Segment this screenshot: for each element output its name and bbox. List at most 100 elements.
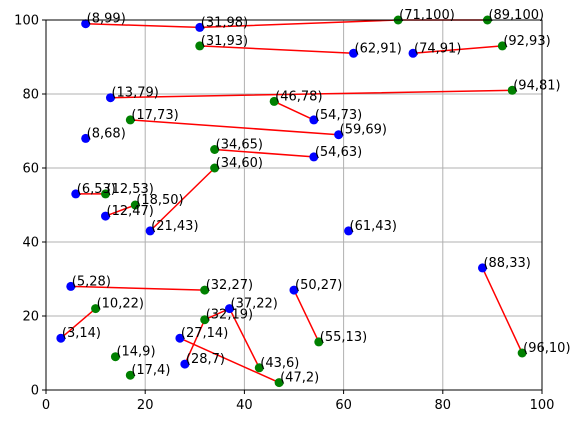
data-point-blue — [344, 226, 354, 236]
data-point-label: (8,68) — [87, 126, 126, 141]
y-tick-label: 60 — [22, 162, 39, 177]
data-point-label: (12,47) — [107, 204, 154, 219]
connector-line — [84, 22, 201, 29]
data-point-label: (55,13) — [320, 330, 367, 345]
data-point-green — [195, 41, 205, 51]
data-point-label: (12,53) — [107, 182, 154, 197]
data-point-label: (61,43) — [350, 219, 397, 234]
connector-line — [481, 267, 523, 354]
y-tick-label: 100 — [14, 14, 39, 29]
data-point-blue — [145, 226, 155, 236]
x-tick-label: 40 — [236, 398, 253, 413]
data-point-label: (62,91) — [355, 41, 402, 56]
data-point-blue — [225, 304, 235, 314]
connector-line — [199, 19, 399, 29]
data-point-label: (89,100) — [488, 8, 544, 23]
connector-line — [184, 318, 206, 365]
point-labels: (8,99) (31,98) (71,100) (89,100) (31,93) (62,… — [62, 8, 571, 386]
data-point-blue — [195, 22, 205, 32]
data-point-green — [274, 378, 284, 388]
connector-line — [203, 307, 231, 321]
data-point-blue — [81, 133, 91, 143]
plot-frame — [45, 19, 543, 391]
data-point-label: (17,73) — [131, 108, 178, 123]
data-point-label: (6,53) — [77, 182, 116, 197]
data-point-label: (54,73) — [315, 108, 362, 123]
data-point-label: (34,65) — [216, 138, 263, 153]
connector-line — [129, 119, 340, 136]
data-point-label: (37,22) — [231, 297, 278, 312]
data-points — [56, 15, 527, 388]
data-point-green — [130, 200, 140, 210]
data-point-blue — [66, 281, 76, 291]
connector-line — [179, 337, 280, 384]
data-point-green — [210, 163, 220, 173]
data-point-label: (3,14) — [62, 326, 101, 341]
data-point-label: (71,100) — [399, 8, 455, 23]
data-point-label: (28,7) — [186, 352, 225, 367]
connector-line — [104, 204, 137, 217]
data-point-blue — [175, 333, 185, 343]
data-point-green — [254, 363, 264, 373]
y-tick-label: 40 — [22, 236, 39, 251]
data-point-green — [517, 348, 527, 358]
data-point-blue — [81, 19, 91, 29]
connector-line — [199, 45, 355, 55]
data-point-green — [110, 352, 120, 362]
data-point-green — [200, 285, 210, 295]
data-point-blue — [408, 48, 418, 58]
data-point-label: (46,78) — [275, 89, 322, 104]
connector-line — [228, 307, 261, 369]
data-point-green — [125, 370, 135, 380]
x-tick-label: 20 — [137, 398, 154, 413]
data-point-green — [314, 337, 324, 347]
data-point-label: (43,6) — [260, 356, 299, 371]
data-point-green — [101, 189, 111, 199]
data-point-green — [210, 145, 220, 154]
connector-line — [109, 89, 513, 99]
data-point-label: (5,28) — [72, 274, 111, 289]
data-point-label: (54,63) — [315, 145, 362, 160]
data-point-green — [269, 96, 279, 106]
data-point-label: (32,27) — [206, 278, 253, 293]
data-point-blue — [334, 130, 344, 140]
data-point-label: (21,43) — [151, 219, 198, 234]
connector-line — [213, 148, 315, 158]
data-point-blue — [309, 115, 319, 125]
data-point-blue — [477, 263, 487, 273]
data-point-green — [91, 304, 101, 314]
data-point-blue — [309, 152, 319, 162]
x-tick-label: 80 — [435, 398, 452, 413]
connector-line — [273, 100, 315, 121]
connector-line — [60, 307, 97, 339]
data-point-blue — [101, 211, 111, 221]
data-point-blue — [71, 189, 81, 199]
data-point-label: (10,22) — [97, 297, 144, 312]
data-point-label: (59,69) — [340, 123, 387, 138]
axis-ticks: 0 20 40 60 80 100 0 20 40 60 80 100 — [14, 14, 554, 414]
y-tick-label: 80 — [22, 88, 39, 103]
data-point-green — [125, 115, 135, 125]
data-point-label: (31,93) — [201, 34, 248, 49]
y-tick-label: 20 — [22, 310, 39, 325]
data-point-label: (14,9) — [116, 345, 155, 360]
data-point-blue — [56, 333, 66, 343]
data-point-label: (34,60) — [216, 156, 263, 171]
data-point-label: (13,79) — [111, 86, 158, 101]
data-point-blue — [349, 48, 359, 58]
data-point-green — [497, 41, 507, 51]
data-point-label: (94,81) — [513, 78, 560, 93]
data-point-green — [507, 85, 517, 95]
connecting-lines — [60, 19, 523, 384]
data-point-label: (96,10) — [523, 341, 570, 356]
data-point-label: (74,91) — [414, 41, 461, 56]
data-point-blue — [289, 285, 299, 295]
data-point-label: (8,99) — [87, 12, 126, 27]
connector-line — [412, 45, 504, 55]
x-tick-label: 0 — [42, 398, 50, 413]
data-point-label: (31,98) — [201, 15, 248, 30]
x-tick-label: 100 — [530, 398, 555, 413]
data-point-label: (92,93) — [503, 34, 550, 49]
data-point-label: (50,27) — [295, 278, 342, 293]
